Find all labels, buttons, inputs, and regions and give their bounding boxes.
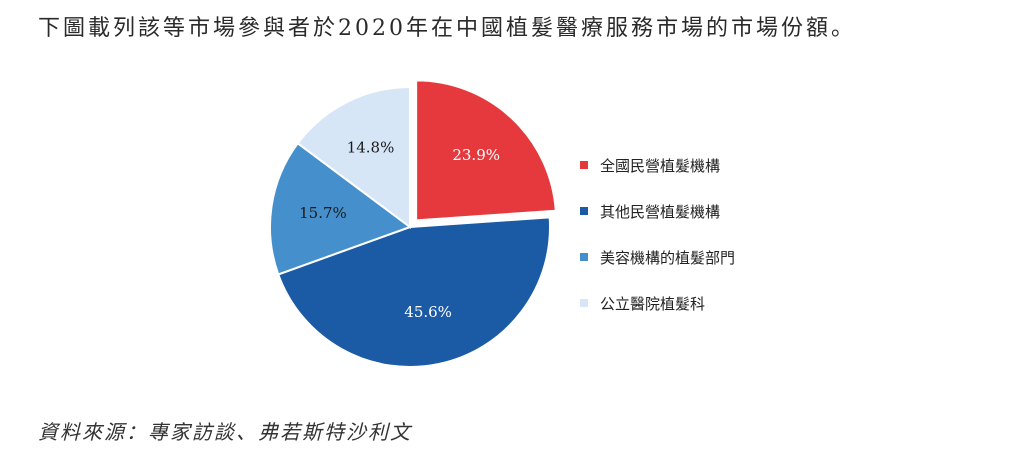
source-note: 資料來源：專家訪談、弗若斯特沙利文 — [38, 420, 412, 444]
legend-label: 公立醫院植髮科 — [600, 294, 706, 313]
legend-label: 美容機構的植髮部門 — [600, 248, 736, 267]
legend-item: 公立醫院植髮科 — [580, 280, 735, 326]
legend-label: 全國民營植髮機構 — [600, 156, 721, 175]
legend-item: 全國民營植髮機構 — [580, 142, 735, 188]
pie-slice-4 — [296, 85, 411, 229]
pie-slice-1 — [415, 79, 557, 222]
legend-item: 美容機構的植髮部門 — [580, 234, 735, 280]
slice-value-label: 15.7% — [299, 204, 347, 222]
pie-slice-2 — [276, 216, 551, 368]
legend-swatch — [580, 207, 588, 215]
slice-value-label: 45.6% — [404, 303, 452, 321]
legend-item: 其他民營植髮機構 — [580, 188, 735, 234]
legend-swatch — [580, 253, 588, 261]
legend-swatch — [580, 161, 588, 169]
slice-value-label: 23.9% — [452, 146, 500, 164]
pie-slice-3 — [269, 141, 413, 276]
slice-value-label: 14.8% — [347, 138, 395, 156]
chart-legend: 全國民營植髮機構 其他民營植髮機構 美容機構的植髮部門 公立醫院植髮科 — [580, 142, 735, 326]
legend-swatch — [580, 299, 588, 307]
legend-label: 其他民營植髮機構 — [600, 202, 721, 221]
page-heading: 下圖載列該等市場參與者於2020年在中國植髮醫療服務市場的市場份額。 — [38, 16, 856, 41]
